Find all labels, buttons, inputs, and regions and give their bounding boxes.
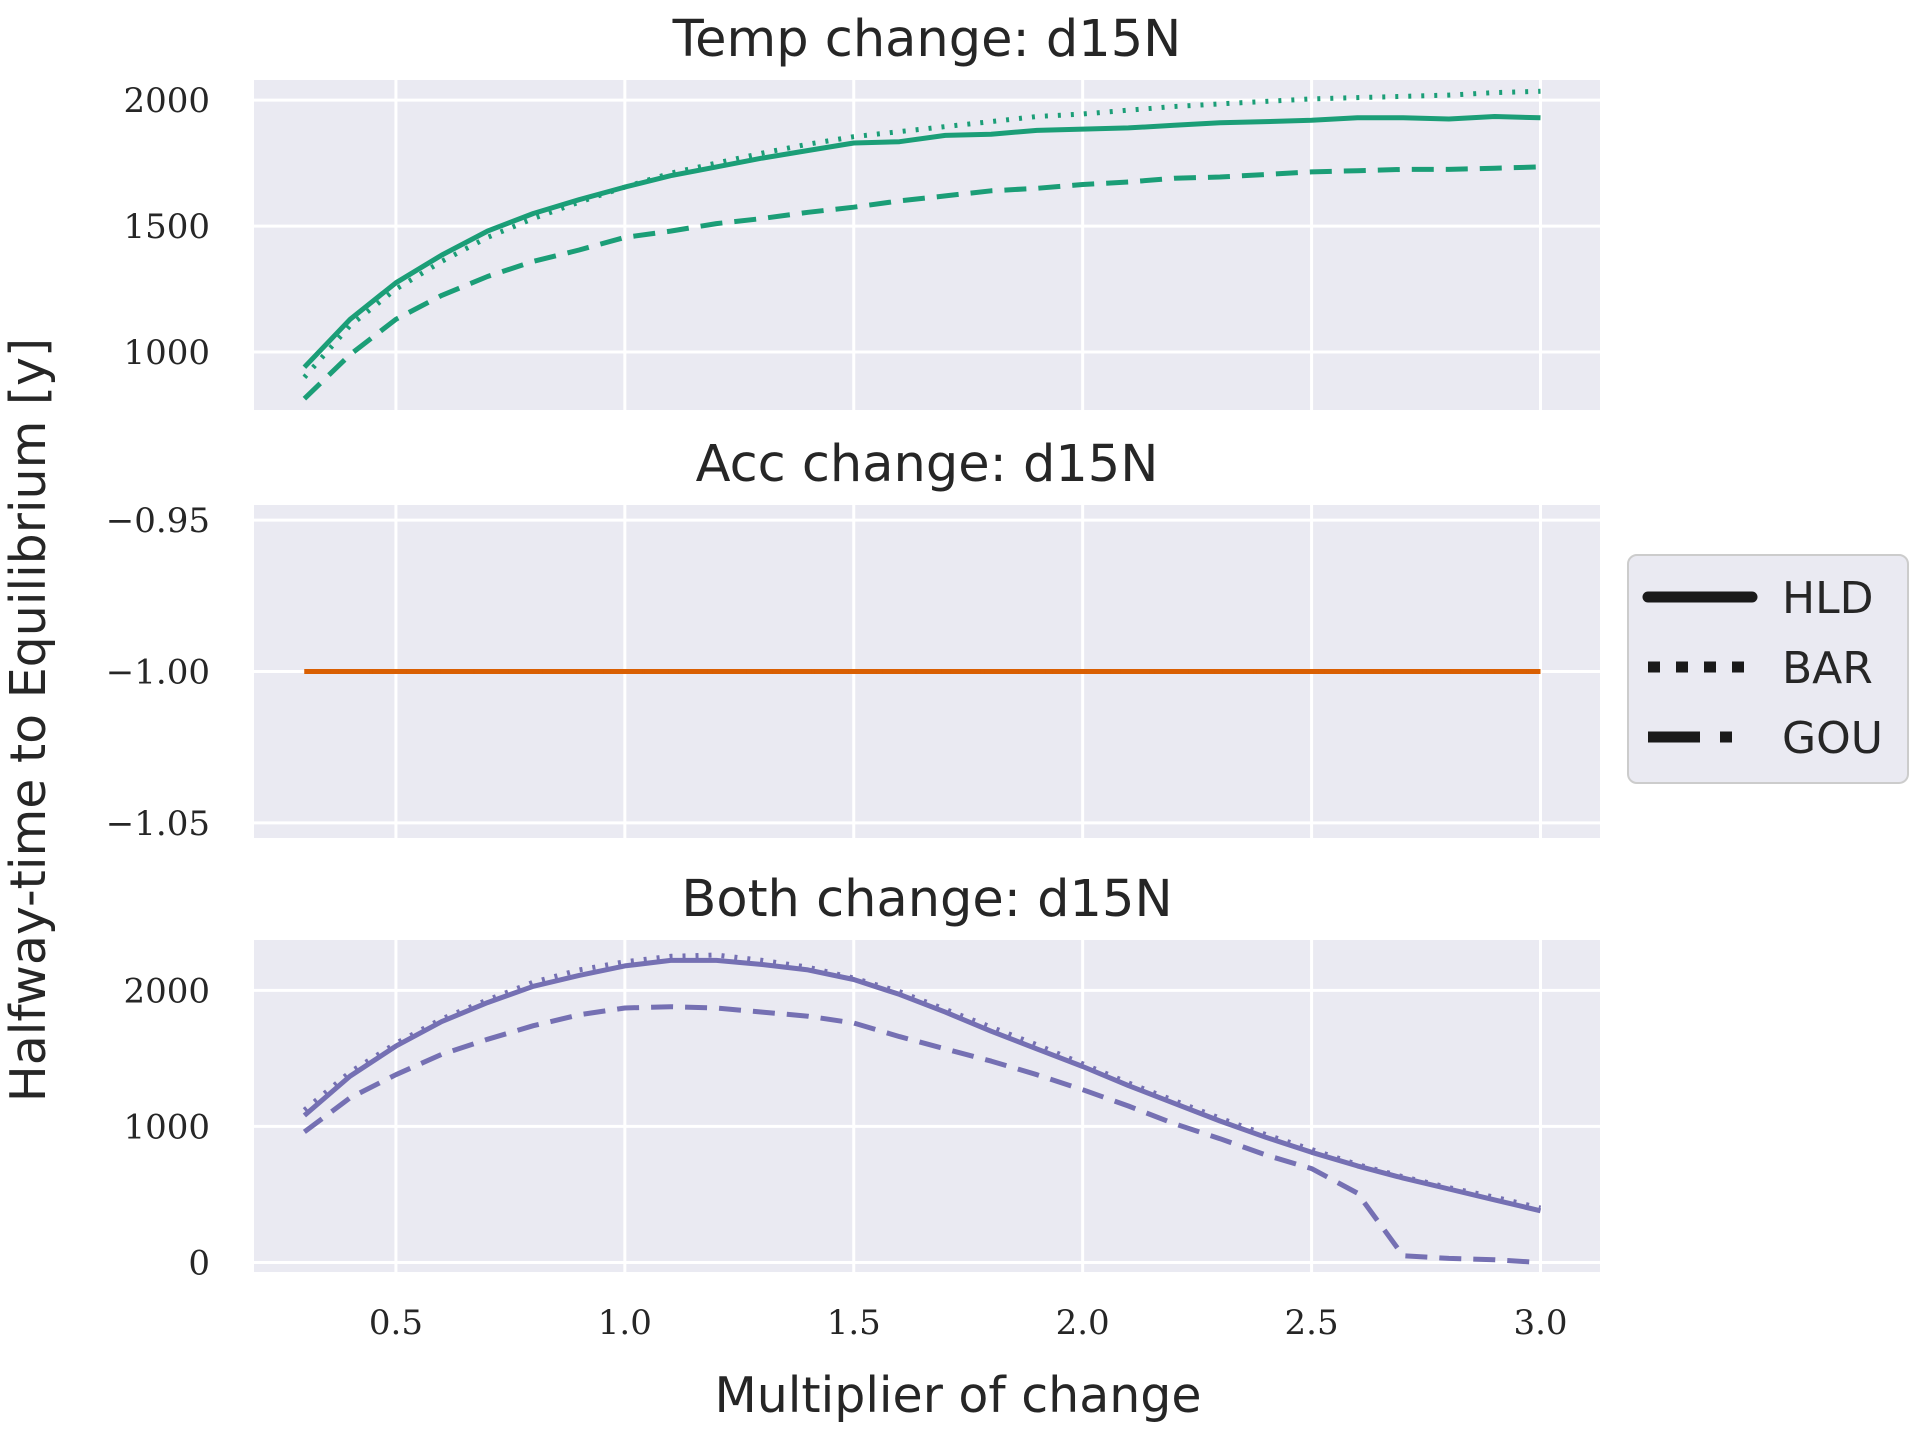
y-axis-label: Halfway-time to Equilibrium [y] [0, 338, 57, 1102]
x-tick-label: 3.0 [1513, 1303, 1567, 1343]
series-line-hld [302, 957, 1542, 1214]
y-tick-label: 2000 [123, 971, 210, 1011]
panel-title: Acc change: d15N [696, 435, 1159, 494]
y-tick-label: −0.95 [106, 501, 210, 541]
y-tick-label: 1000 [123, 333, 210, 373]
legend-frame [1627, 554, 1909, 784]
panel-2: −0.95 −1.00 −1.05 Acc change: d15N [106, 435, 1600, 844]
y-tick-label: 0 [188, 1243, 210, 1283]
y-tick-label: 1000 [123, 1107, 210, 1147]
x-tick-label: 2.5 [1285, 1303, 1339, 1343]
series-line-hld [302, 114, 1541, 369]
y-tick-label: 1500 [123, 207, 210, 247]
x-tick-label: 2.0 [1056, 1303, 1110, 1343]
series-line-gou [302, 1004, 1541, 1265]
x-tick-label: 1.5 [827, 1303, 881, 1343]
y-tick-label: −1.00 [106, 653, 210, 693]
panel-title: Temp change: d15N [672, 10, 1182, 69]
panel-title: Both change: d15N [681, 870, 1172, 929]
series-line-gou [302, 164, 1541, 401]
legend-label-gou: GOU [1782, 713, 1883, 764]
legend-label-hld: HLD [1782, 573, 1873, 624]
x-axis-label: Multiplier of change [714, 1367, 1201, 1424]
y-tick-label: −1.05 [106, 804, 210, 844]
x-tick-label: 1.0 [598, 1303, 652, 1343]
legend: HLD BAR GOU [1627, 554, 1909, 784]
legend-items: HLD BAR GOU [1642, 573, 1883, 764]
y-tick-label: 2000 [123, 81, 210, 121]
panel-3: 0 1000 2000 0.5 1.0 1.5 2.0 2.5 3.0 Both change: … [123, 870, 1600, 1343]
legend-label-bar: BAR [1782, 643, 1873, 694]
panel-1: 1000 1500 2000 Temp change: d15N [123, 10, 1600, 410]
x-tick-label: 0.5 [369, 1303, 423, 1343]
